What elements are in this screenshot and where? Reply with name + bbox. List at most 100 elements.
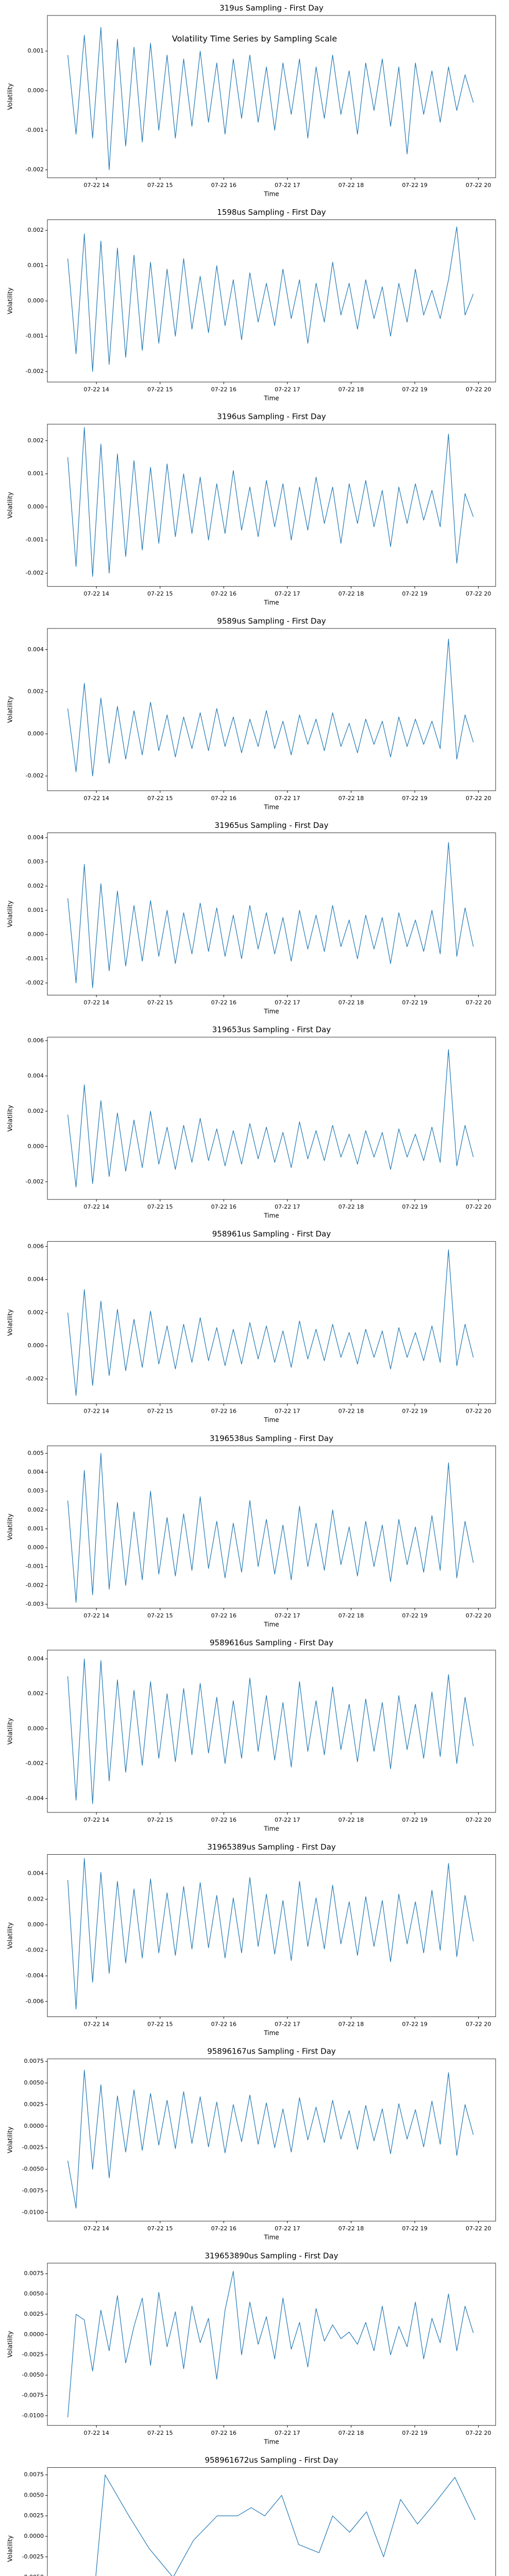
y-tick-label: 0.004 [28,646,44,653]
y-tick-label: 0.006 [28,1037,44,1044]
y-tick-label: 0.000 [28,87,44,94]
y-tick-label: 0.000 [28,1143,44,1149]
y-tick-label: 0.006 [28,1243,44,1249]
volatility-line [67,2270,474,2418]
volatility-line [95,2475,476,2576]
x-axis-label: Time [263,191,279,198]
y-axis-label: Volatility [7,2331,14,2358]
axes-frame [47,628,496,791]
x-axis-label: Time [263,1008,279,1015]
x-tick-label: 07-22 18 [338,2021,364,2028]
y-tick-label: -0.002 [26,1760,44,1767]
x-tick-label: 07-22 18 [338,590,364,597]
y-tick-label: 0.001 [28,907,44,913]
x-tick-label: 07-22 20 [466,182,491,189]
x-tick-label: 07-22 17 [275,1612,300,1619]
y-axis-label: Volatility [7,1309,14,1336]
x-tick-label: 07-22 18 [338,182,364,189]
x-tick-label: 07-22 17 [275,2225,300,2232]
y-tick-label: -0.001 [26,536,44,543]
x-tick-label: 07-22 19 [402,1817,427,1823]
x-tick-label: 07-22 20 [466,2225,491,2232]
x-tick-label: 07-22 17 [275,386,300,393]
x-axis-label: Time [263,1416,279,1423]
x-tick-label: 07-22 18 [338,386,364,393]
x-tick-label: 07-22 14 [83,2430,109,2436]
y-tick-label: 0.000 [28,1342,44,1349]
x-tick-label: 07-22 17 [275,1204,300,1210]
y-tick-label: 0.0025 [24,2101,44,2108]
x-tick-label: 07-22 19 [402,590,427,597]
x-tick-label: 07-22 16 [211,182,236,189]
x-tick-label: 07-22 19 [402,2430,427,2436]
chart-title: 31965us Sampling - First Day [215,821,329,830]
y-tick-label: -0.002 [26,570,44,577]
y-tick-label: 0.000 [28,931,44,938]
x-tick-label: 07-22 15 [147,386,173,393]
axes-frame [47,1445,496,1608]
y-tick-label: 0.000 [28,730,44,737]
x-tick-label: 07-22 15 [147,1204,173,1210]
x-tick-label: 07-22 15 [147,2430,173,2436]
y-axis-label: Volatility [7,492,14,519]
axes-frame [47,1241,496,1404]
volatility-line [67,638,474,776]
x-tick-label: 07-22 14 [83,1408,109,1415]
x-tick-label: 07-22 19 [402,999,427,1006]
axes-frame [47,15,496,178]
y-tick-label: 0.003 [28,1487,44,1494]
x-tick-label: 07-22 14 [83,999,109,1006]
x-tick-label: 07-22 14 [83,1817,109,1823]
y-tick-label: 0.004 [28,1870,44,1877]
x-tick-label: 07-22 20 [466,386,491,393]
x-axis-label: Time [263,2029,279,2037]
x-tick-label: 07-22 16 [211,1612,236,1619]
axes-frame [47,219,496,383]
x-tick-label: 07-22 16 [211,795,236,802]
y-tick-label: -0.0100 [22,2412,44,2419]
y-tick-label: 0.001 [28,470,44,477]
chart-title: 1598us Sampling - First Day [217,208,326,217]
x-tick-label: 07-22 16 [211,1408,236,1415]
y-axis-label: Volatility [7,696,14,723]
volatility-line [67,1658,474,1804]
y-tick-label: 0.001 [28,47,44,54]
x-tick-label: 07-22 17 [275,1408,300,1415]
y-tick-label: -0.0075 [22,2392,44,2398]
axes-frame [47,1854,496,2017]
x-tick-label: 07-22 16 [211,1817,236,1823]
x-tick-label: 07-22 20 [466,1817,491,1823]
x-tick-label: 07-22 14 [83,182,109,189]
x-axis-label: Time [263,2234,279,2241]
x-tick-label: 07-22 15 [147,590,173,597]
x-tick-label: 07-22 16 [211,2021,236,2028]
y-tick-label: -0.0050 [22,2574,44,2576]
x-tick-label: 07-22 20 [466,795,491,802]
y-tick-label: 0.000 [28,1544,44,1551]
x-tick-label: 07-22 15 [147,2225,173,2232]
x-tick-label: 07-22 20 [466,590,491,597]
chart-title: 958961us Sampling - First Day [212,1229,331,1239]
x-tick-label: 07-22 16 [211,999,236,1006]
y-tick-label: -0.006 [26,1998,44,2005]
x-tick-label: 07-22 16 [211,2430,236,2436]
y-tick-label: -0.0025 [22,2553,44,2560]
y-tick-label: 0.000 [28,1725,44,1732]
y-tick-label: 0.002 [28,1108,44,1114]
x-tick-label: 07-22 20 [466,1204,491,1210]
x-tick-label: 07-22 15 [147,1612,173,1619]
x-tick-label: 07-22 15 [147,1817,173,1823]
chart-title: 3196us Sampling - First Day [217,412,326,421]
axes-frame [47,2467,496,2576]
x-tick-label: 07-22 18 [338,999,364,1006]
x-tick-label: 07-22 17 [275,999,300,1006]
y-tick-label: -0.002 [26,368,44,375]
volatility-line [67,1049,474,1188]
volatility-line [67,842,474,988]
y-tick-label: -0.002 [26,166,44,173]
y-tick-label: 0.002 [28,688,44,695]
x-tick-label: 07-22 19 [402,1612,427,1619]
y-axis-label: Volatility [7,901,14,927]
x-tick-label: 07-22 16 [211,1204,236,1210]
x-tick-label: 07-22 16 [211,2225,236,2232]
